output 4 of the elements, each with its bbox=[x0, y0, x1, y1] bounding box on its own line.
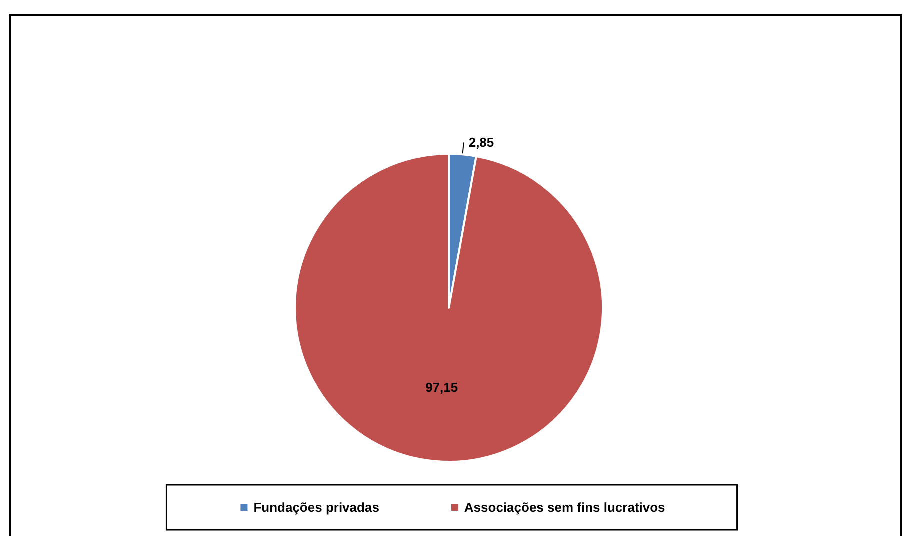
legend-label: Associações sem fins lucrativos bbox=[464, 500, 666, 515]
data-label: 2,85 bbox=[468, 135, 494, 150]
data-label: 97,15 bbox=[426, 380, 458, 396]
legend-label: Fundações privadas bbox=[254, 500, 380, 515]
